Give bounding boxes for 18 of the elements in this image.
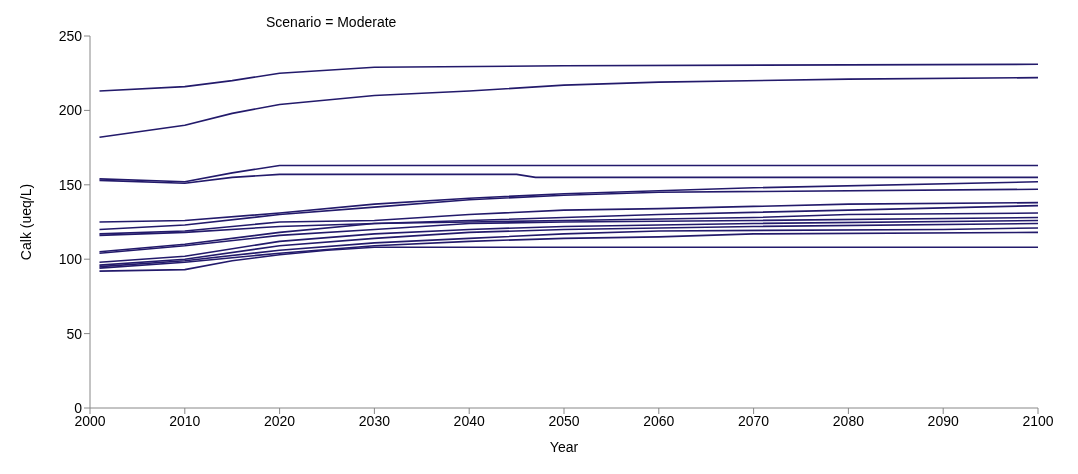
x-axis-title: Year [549, 439, 579, 455]
x-tick-label: 2050 [548, 412, 580, 429]
y-tick-label: 100 [58, 251, 83, 268]
chart-title: Scenario = Moderate [266, 14, 397, 30]
y-axis-title: Calk (ueq/L) [17, 183, 34, 261]
x-tick-label: 2100 [1022, 412, 1054, 429]
x-tick-label: 2010 [169, 412, 201, 429]
x-tick-label: 2030 [358, 412, 391, 429]
y-tick-label: 200 [58, 102, 83, 119]
x-tick-label: 2060 [643, 412, 675, 429]
x-tick-label: 2040 [453, 412, 485, 429]
y-tick-label: 150 [58, 176, 83, 193]
x-tick-label: 2020 [264, 412, 296, 429]
x-tick-label: 2080 [832, 412, 865, 429]
y-tick-label: 50 [66, 325, 83, 342]
y-tick-label: 250 [58, 27, 83, 44]
x-tick-label: 2090 [927, 412, 959, 429]
x-tick-label: 2070 [738, 412, 770, 429]
